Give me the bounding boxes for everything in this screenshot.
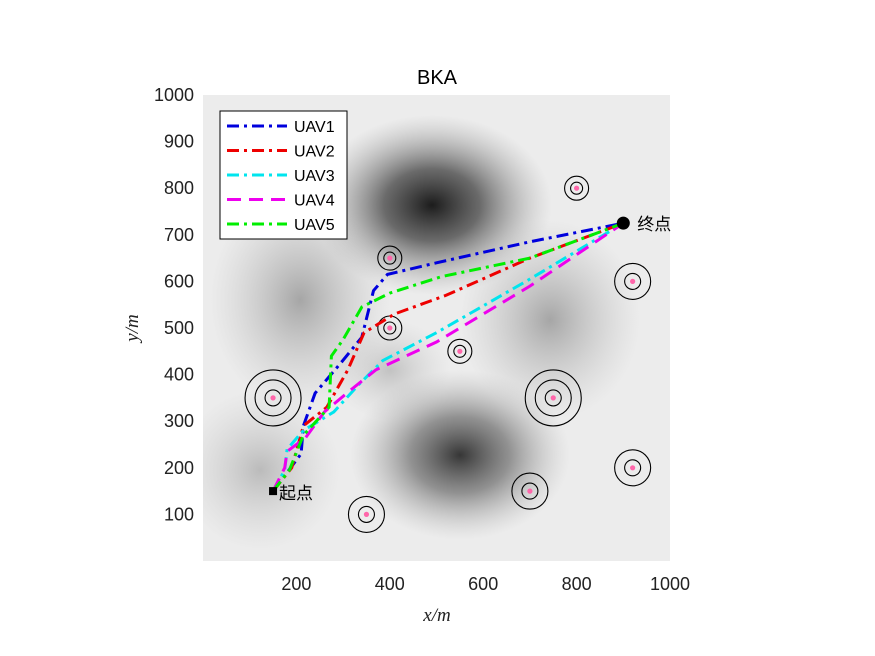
- threat-ring: [570, 181, 584, 195]
- chart-title: BKA: [417, 67, 458, 89]
- y-tick-label: 800: [164, 178, 194, 198]
- threat-ring: [614, 262, 652, 300]
- threat-zone: [524, 369, 582, 427]
- y-tick-label: 600: [164, 271, 194, 291]
- y-tick-label: 400: [164, 365, 194, 385]
- threat-ring: [453, 344, 467, 358]
- threat-zone: [511, 472, 549, 510]
- series-line-uav5: [271, 221, 624, 493]
- threat-center: [574, 185, 580, 191]
- threat-center: [527, 488, 533, 494]
- y-tick-label: 500: [164, 318, 194, 338]
- threat-ring: [254, 379, 292, 417]
- threat-center: [387, 325, 393, 331]
- y-tick-label: 900: [164, 132, 194, 152]
- legend-label: UAV4: [294, 193, 335, 210]
- y-tick-label: 300: [164, 411, 194, 431]
- threat-ring: [357, 505, 376, 523]
- threat-ring: [383, 321, 397, 335]
- threat-ring: [377, 245, 403, 271]
- threat-ring: [614, 449, 652, 487]
- uav-paths: [271, 221, 625, 493]
- threat-center: [630, 278, 636, 284]
- threat-zone: [377, 245, 403, 271]
- threat-center: [387, 255, 393, 261]
- x-tick-label: 800: [562, 574, 592, 594]
- series-line-uav4: [271, 221, 625, 492]
- threat-ring: [383, 251, 397, 265]
- threat-center: [363, 511, 370, 517]
- threat-zone: [347, 495, 386, 533]
- x-tick-label: 400: [375, 574, 405, 594]
- start-label: 起点: [279, 484, 313, 504]
- x-axis-label: x/m: [422, 605, 450, 626]
- x-tick-label: 1000: [650, 574, 690, 594]
- goal-marker: [616, 216, 630, 230]
- threat-center: [550, 395, 556, 401]
- x-tick-labels: 200 400 600 800 1000: [281, 574, 690, 594]
- threat-ring: [521, 482, 539, 500]
- threat-zone: [614, 262, 652, 300]
- threat-center: [630, 465, 636, 471]
- y-tick-label: 200: [164, 458, 194, 478]
- threat-ring: [624, 459, 642, 477]
- threat-zone: [564, 175, 590, 201]
- legend-label: UAV5: [294, 217, 335, 234]
- threat-zone: [447, 338, 473, 364]
- threat-ring: [564, 175, 590, 201]
- threat-ring: [624, 272, 642, 290]
- threat-ring: [244, 369, 302, 427]
- legend-label: UAV2: [294, 144, 335, 161]
- threat-zones: [244, 175, 652, 533]
- x-tick-label: 600: [468, 574, 498, 594]
- threat-ring: [544, 389, 562, 407]
- threat-ring: [534, 379, 572, 417]
- y-tick-labels: 100 200 300 400 500 600 700 800 900 1000: [154, 85, 194, 524]
- threat-ring: [511, 472, 549, 510]
- threat-ring: [264, 389, 282, 407]
- threat-zone: [244, 369, 302, 427]
- threat-center: [457, 348, 463, 354]
- threat-ring: [524, 369, 582, 427]
- y-tick-label: 100: [164, 504, 194, 524]
- y-tick-label: 1000: [154, 85, 194, 105]
- threat-center: [270, 395, 276, 401]
- y-axis-label: y/m: [122, 314, 143, 343]
- x-tick-label: 200: [281, 574, 311, 594]
- y-tick-label: 700: [164, 225, 194, 245]
- threat-ring: [447, 338, 473, 364]
- start-goal-markers: 起点 终点: [269, 215, 671, 504]
- start-marker: [269, 487, 278, 496]
- legend-label: UAV1: [294, 119, 335, 136]
- threat-zone: [614, 449, 652, 487]
- legend: UAV1 UAV2 UAV3 UAV4 UAV5: [219, 110, 348, 240]
- goal-label: 终点: [637, 215, 671, 235]
- threat-ring: [347, 495, 386, 533]
- legend-label: UAV3: [294, 168, 335, 185]
